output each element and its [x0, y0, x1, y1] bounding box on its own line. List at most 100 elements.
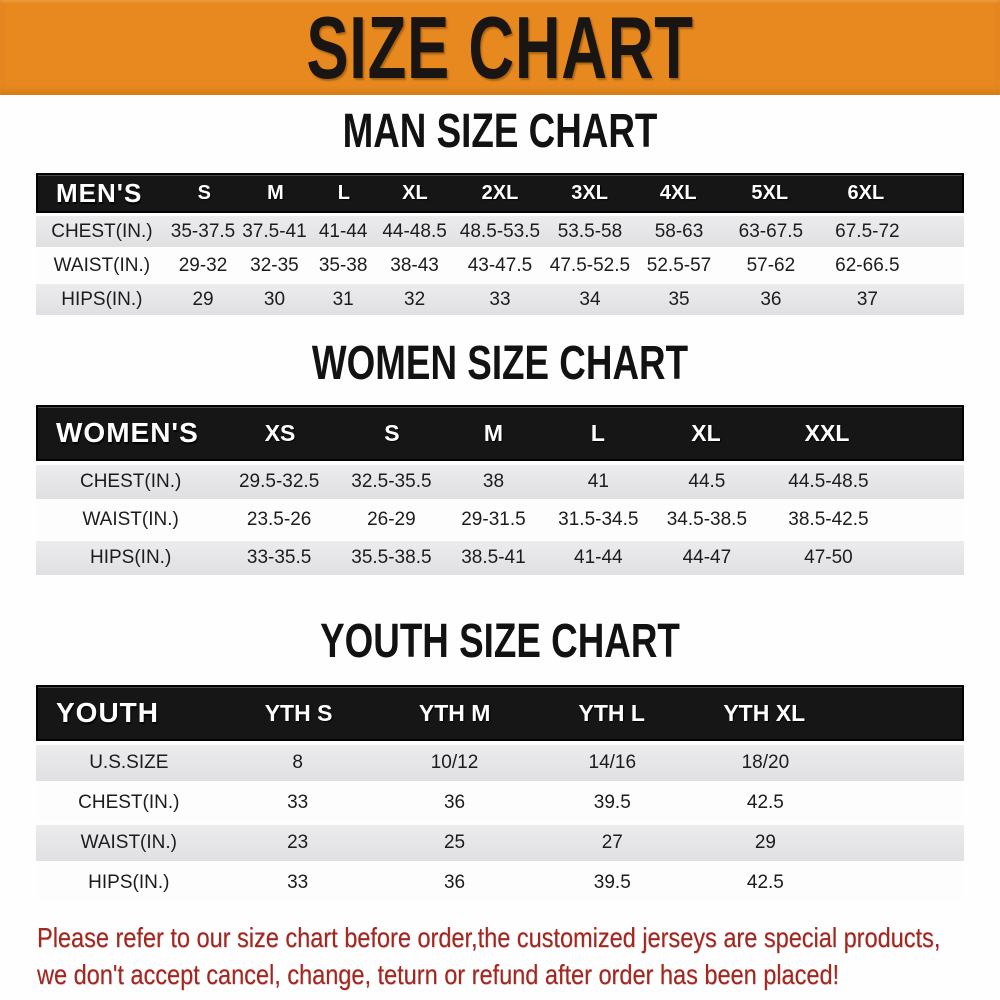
row-label: WAIST(IN.) — [80, 832, 177, 853]
size-value: 36 — [760, 288, 782, 310]
youth-section-title: YOUTH SIZE CHART — [320, 612, 680, 668]
table-header-row: WOMEN'S XS S M L XL XXL — [36, 405, 964, 461]
youth-size-table: YOUTH YTH S YTH M YTH L YTH XL U.S.SIZE 8 10/12… — [36, 685, 964, 901]
size-value: 35.5-38.5 — [351, 547, 432, 568]
row-label: CHEST(IN.) — [79, 471, 182, 492]
size-value: 47-50 — [804, 547, 853, 568]
row-label: HIPS(IN.) — [88, 872, 170, 893]
size-value: 63-67.5 — [738, 220, 804, 242]
size-value: 29-31.5 — [461, 509, 526, 530]
banner: SIZE CHART — [0, 0, 1000, 95]
size-value: 48.5-53.5 — [459, 220, 541, 242]
row-label: HIPS(IN.) — [61, 288, 143, 310]
size-column-header: S — [197, 181, 211, 204]
size-value: 52.5-57 — [646, 254, 712, 276]
size-column-header: YTH S — [264, 699, 333, 726]
row-label: WAIST(IN.) — [82, 509, 179, 530]
women-size-table: WOMEN'S XS S M L XL XXL CHEST(IN.) 29.5-32.5 32.5… — [36, 405, 964, 575]
size-value: 67.5-72 — [835, 220, 900, 242]
size-value: 14/16 — [588, 752, 637, 773]
banner-title: SIZE CHART — [306, 0, 694, 97]
table-row: CHEST(IN.) 33 36 39.5 42.5 — [36, 785, 964, 821]
size-value: 34.5-38.5 — [666, 509, 748, 530]
size-value: 23 — [287, 832, 309, 853]
order-notice-line-2: we don't accept cancel, change, teturn o… — [37, 959, 840, 990]
size-value: 25 — [443, 832, 466, 853]
size-value: 39.5 — [593, 792, 631, 813]
size-value: 32.5-35.5 — [351, 471, 432, 492]
row-label: CHEST(IN.) — [78, 792, 180, 813]
table-row: HIPS(IN.) 33-35.5 35.5-38.5 38.5-41 41-44 44-… — [36, 541, 964, 575]
size-value: 18/20 — [741, 752, 790, 773]
size-value: 44.5-48.5 — [788, 471, 869, 492]
size-value: 35 — [668, 288, 690, 310]
size-value: 35-37.5 — [170, 220, 236, 242]
row-label: WAIST(IN.) — [53, 254, 151, 276]
size-value: 36 — [443, 792, 466, 813]
table-row: U.S.SIZE 8 10/12 14/16 18/20 — [36, 745, 964, 781]
size-value: 23.5-26 — [246, 509, 312, 530]
table-row: HIPS(IN.) 33 36 39.5 42.5 — [36, 865, 964, 901]
size-column-header: XS — [264, 419, 296, 446]
size-value: 37.5-41 — [242, 220, 307, 242]
size-value: 47.5-52.5 — [549, 254, 631, 276]
size-value: 44.5 — [688, 471, 726, 492]
size-value: 32 — [404, 288, 426, 310]
size-value: 37 — [856, 288, 878, 310]
size-value: 31 — [332, 288, 354, 310]
table-row: CHEST(IN.) 29.5-32.5 32.5-35.5 38 41 44.5 44.5… — [36, 465, 964, 499]
men-size-table: MEN'S S M L XL 2XL 3XL 4XL 5XL 6XL CHEST(IN.) 35-37… — [36, 173, 964, 315]
size-value: 38-43 — [390, 254, 439, 276]
size-value: 33 — [489, 288, 511, 310]
size-column-header: YTH M — [418, 699, 491, 726]
size-column-header: XL — [402, 181, 428, 204]
size-value: 34 — [579, 288, 601, 310]
size-value: 8 — [292, 752, 303, 773]
size-value: 38 — [482, 471, 505, 492]
size-value: 41-44 — [318, 220, 368, 242]
table-header-label: WOMEN'S — [56, 417, 199, 448]
size-column-header: XL — [691, 419, 721, 446]
order-notice: Please refer to our size chart before or… — [37, 919, 1000, 993]
size-value: 29-32 — [178, 254, 228, 276]
size-column-header: S — [384, 419, 400, 446]
row-label: U.S.SIZE — [89, 752, 169, 773]
table-header-label: YOUTH — [56, 697, 159, 728]
size-value: 36 — [443, 872, 466, 893]
row-label: HIPS(IN.) — [90, 547, 172, 568]
order-notice-line-1: Please refer to our size chart before or… — [37, 922, 941, 953]
size-column-header: M — [267, 181, 284, 204]
size-column-header: 2XL — [481, 181, 519, 204]
size-value: 57-62 — [746, 254, 796, 276]
table-row: WAIST(IN.) 29-32 32-35 35-38 38-43 43-47.5 47.… — [36, 250, 964, 281]
size-value: 38.5-41 — [461, 547, 526, 568]
row-label: CHEST(IN.) — [51, 220, 153, 242]
size-value: 33-35.5 — [246, 547, 312, 568]
size-value: 33 — [287, 872, 309, 893]
size-column-header: L — [590, 419, 605, 446]
table-row: WAIST(IN.) 23.5-26 26-29 29-31.5 31.5-34.5 34… — [36, 503, 964, 537]
men-section-title: MAN SIZE CHART — [342, 102, 658, 158]
table-row: WAIST(IN.) 23 25 27 29 — [36, 825, 964, 861]
section-youth: YOUTH SIZE CHART YOUTH YTH S YTH M YTH L YTH… — [0, 612, 1000, 901]
size-column-header: 6XL — [847, 181, 885, 204]
size-column-header: 5XL — [751, 181, 789, 204]
size-value: 42.5 — [746, 872, 784, 893]
size-value: 31.5-34.5 — [558, 509, 639, 530]
size-value: 35-38 — [318, 254, 368, 276]
section-women: WOMEN SIZE CHART WOMEN'S XS S M L XL XXL CHEST(… — [0, 338, 1000, 575]
size-value: 39.5 — [593, 872, 631, 893]
size-column-header: M — [483, 419, 504, 446]
size-value: 10/12 — [430, 752, 479, 773]
size-column-header: L — [337, 181, 350, 204]
size-value: 44-47 — [682, 547, 732, 568]
size-value: 33 — [287, 792, 309, 813]
size-value: 62-66.5 — [835, 254, 900, 276]
size-value: 32-35 — [250, 254, 299, 276]
size-value: 43-47.5 — [467, 254, 533, 276]
size-value: 42.5 — [746, 792, 784, 813]
size-chart-sections: MAN SIZE CHART MEN'S S M L XL 2XL 3XL 4XL 5XL 6XL… — [0, 102, 1000, 901]
size-value: 29.5-32.5 — [238, 471, 320, 492]
size-value: 44-48.5 — [382, 220, 447, 242]
